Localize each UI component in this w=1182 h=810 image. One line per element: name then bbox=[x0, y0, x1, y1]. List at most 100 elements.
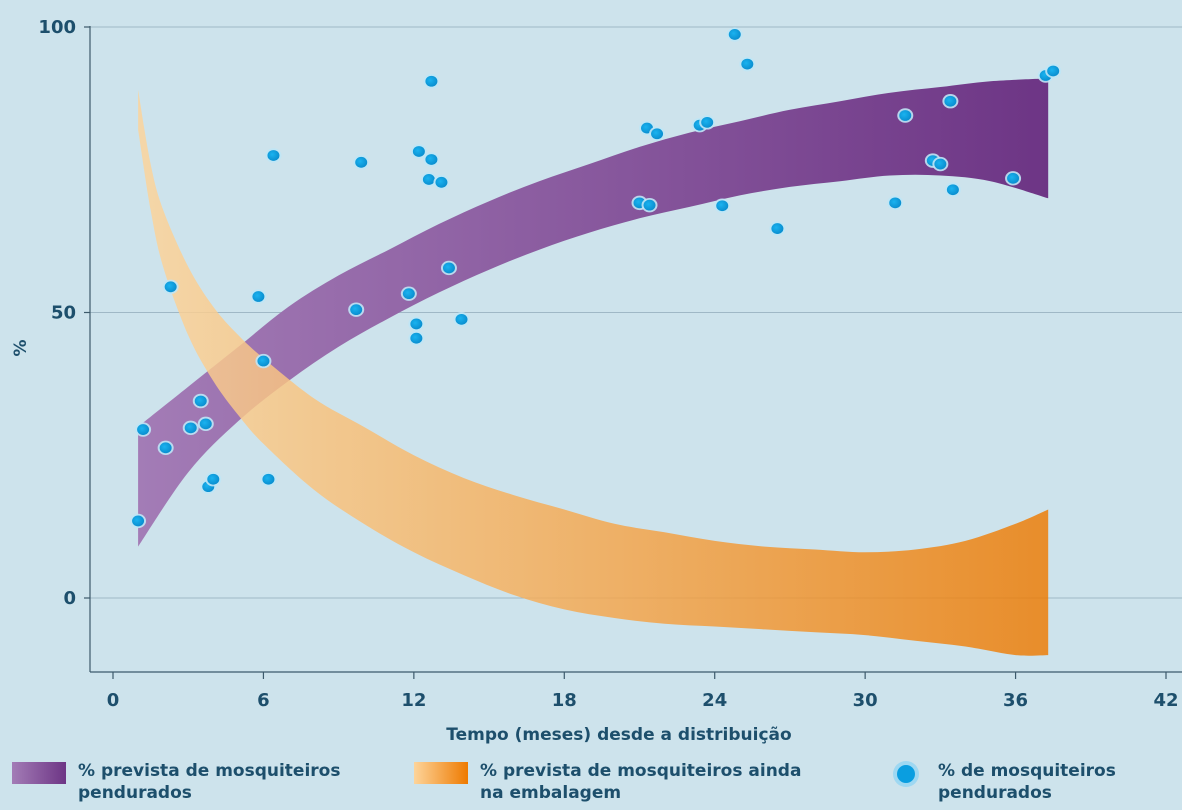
data-point-dot bbox=[728, 29, 741, 40]
legend-label-package-predicted: % prevista de mosquiteiros ainda na emba… bbox=[480, 761, 802, 803]
data-point-dot bbox=[410, 318, 423, 330]
legend-label-hung-observed: % de mosquiteiros pendurados bbox=[938, 761, 1116, 803]
data-point-dot bbox=[944, 95, 957, 107]
prediction-bands bbox=[138, 78, 1049, 656]
x-tick-label-42: 42 bbox=[1153, 690, 1178, 711]
data-point-dot bbox=[262, 473, 275, 485]
data-point bbox=[739, 56, 756, 72]
data-point bbox=[423, 152, 440, 167]
data-point-dot bbox=[442, 262, 455, 274]
data-point bbox=[453, 312, 470, 327]
y-tick-label-50: 50 bbox=[51, 303, 76, 324]
data-point-dot bbox=[252, 291, 265, 302]
data-point-dot bbox=[425, 154, 438, 165]
data-point bbox=[942, 94, 959, 109]
data-point bbox=[135, 422, 152, 437]
data-point bbox=[197, 416, 214, 432]
band-package-predicted bbox=[138, 89, 1049, 656]
data-point bbox=[400, 286, 417, 301]
data-point bbox=[649, 126, 666, 141]
data-point bbox=[265, 148, 282, 163]
data-point-dot bbox=[435, 176, 448, 188]
data-point bbox=[157, 440, 174, 456]
data-point bbox=[408, 316, 425, 332]
data-point bbox=[932, 156, 949, 172]
data-point-dot bbox=[455, 313, 468, 325]
data-point-dot bbox=[643, 199, 656, 211]
x-tick-label-18: 18 bbox=[552, 690, 577, 711]
data-point-dot bbox=[194, 395, 207, 407]
data-point bbox=[255, 353, 272, 369]
data-point-dot bbox=[1007, 172, 1020, 184]
data-point-dot bbox=[425, 75, 438, 87]
data-point bbox=[410, 144, 427, 159]
data-point bbox=[182, 420, 199, 436]
y-tick-label-0: 0 bbox=[63, 588, 76, 609]
data-point-dot bbox=[422, 174, 435, 185]
data-point-dot bbox=[771, 223, 784, 234]
axes bbox=[84, 26, 1182, 679]
data-point bbox=[192, 393, 209, 409]
data-point-dot bbox=[164, 281, 177, 293]
data-point-dot bbox=[159, 442, 172, 454]
data-point bbox=[1005, 171, 1022, 186]
legend-point-icon bbox=[893, 761, 919, 787]
data-point-dot bbox=[355, 156, 368, 168]
data-point bbox=[205, 472, 222, 487]
data-point bbox=[408, 330, 425, 346]
data-point-dot bbox=[207, 473, 220, 485]
data-point bbox=[353, 155, 370, 170]
data-point-dot bbox=[267, 150, 280, 161]
data-point bbox=[641, 197, 658, 213]
data-point-dot bbox=[137, 424, 150, 435]
data-point bbox=[130, 513, 147, 529]
x-tick-label-6: 6 bbox=[257, 690, 270, 711]
data-point-dot bbox=[350, 304, 363, 316]
data-point bbox=[162, 279, 179, 295]
tick-labels: 0 6 12 18 24 30 36 42 0 50 100 bbox=[38, 17, 1178, 711]
band-hung-predicted bbox=[138, 78, 1049, 547]
data-point-dot bbox=[934, 158, 947, 170]
data-point bbox=[769, 221, 786, 236]
y-axis-title: % bbox=[11, 339, 31, 356]
x-tick-label-0: 0 bbox=[107, 690, 120, 711]
data-point-dot bbox=[184, 422, 197, 434]
legend-swatch-purple bbox=[12, 762, 66, 784]
y-tick-label-100: 100 bbox=[38, 17, 76, 38]
data-point-dot bbox=[412, 146, 425, 157]
data-point bbox=[714, 198, 731, 213]
data-point-dot bbox=[889, 197, 902, 209]
data-point-dot bbox=[199, 418, 212, 430]
data-point bbox=[348, 302, 365, 317]
data-point-dot bbox=[651, 128, 664, 140]
legend: % prevista de mosquiteiros pendurados % … bbox=[0, 760, 1182, 810]
data-point-dot bbox=[716, 200, 729, 212]
data-points bbox=[130, 27, 1062, 529]
chart: 0 6 12 18 24 30 36 42 0 50 100 Tempo (meses) desde… bbox=[11, 17, 1182, 745]
data-point bbox=[420, 172, 437, 187]
data-point-dot bbox=[899, 110, 912, 121]
data-point bbox=[944, 182, 961, 197]
data-point-dot bbox=[132, 515, 145, 527]
data-point bbox=[1045, 63, 1062, 79]
data-point-dot bbox=[410, 332, 423, 344]
data-point bbox=[726, 27, 743, 42]
data-point-dot bbox=[257, 355, 270, 367]
data-point bbox=[897, 108, 914, 123]
data-point bbox=[433, 175, 450, 190]
x-tick-label-24: 24 bbox=[702, 690, 727, 711]
data-point-dot bbox=[946, 184, 959, 196]
legend-label-hung-predicted: % prevista de mosquiteiros pendurados bbox=[78, 761, 341, 803]
x-tick-label-36: 36 bbox=[1003, 690, 1028, 711]
data-point bbox=[887, 195, 904, 211]
data-point-dot bbox=[701, 116, 714, 128]
x-axis-title: Tempo (meses) desde a distribuição bbox=[446, 725, 791, 745]
data-point bbox=[699, 115, 716, 130]
data-point bbox=[260, 472, 277, 487]
data-point-dot bbox=[402, 288, 415, 300]
x-tick-label-12: 12 bbox=[401, 690, 426, 711]
data-point-dot bbox=[741, 58, 754, 70]
data-point bbox=[250, 289, 267, 304]
data-point bbox=[440, 260, 457, 276]
legend-swatch-orange bbox=[414, 762, 468, 784]
